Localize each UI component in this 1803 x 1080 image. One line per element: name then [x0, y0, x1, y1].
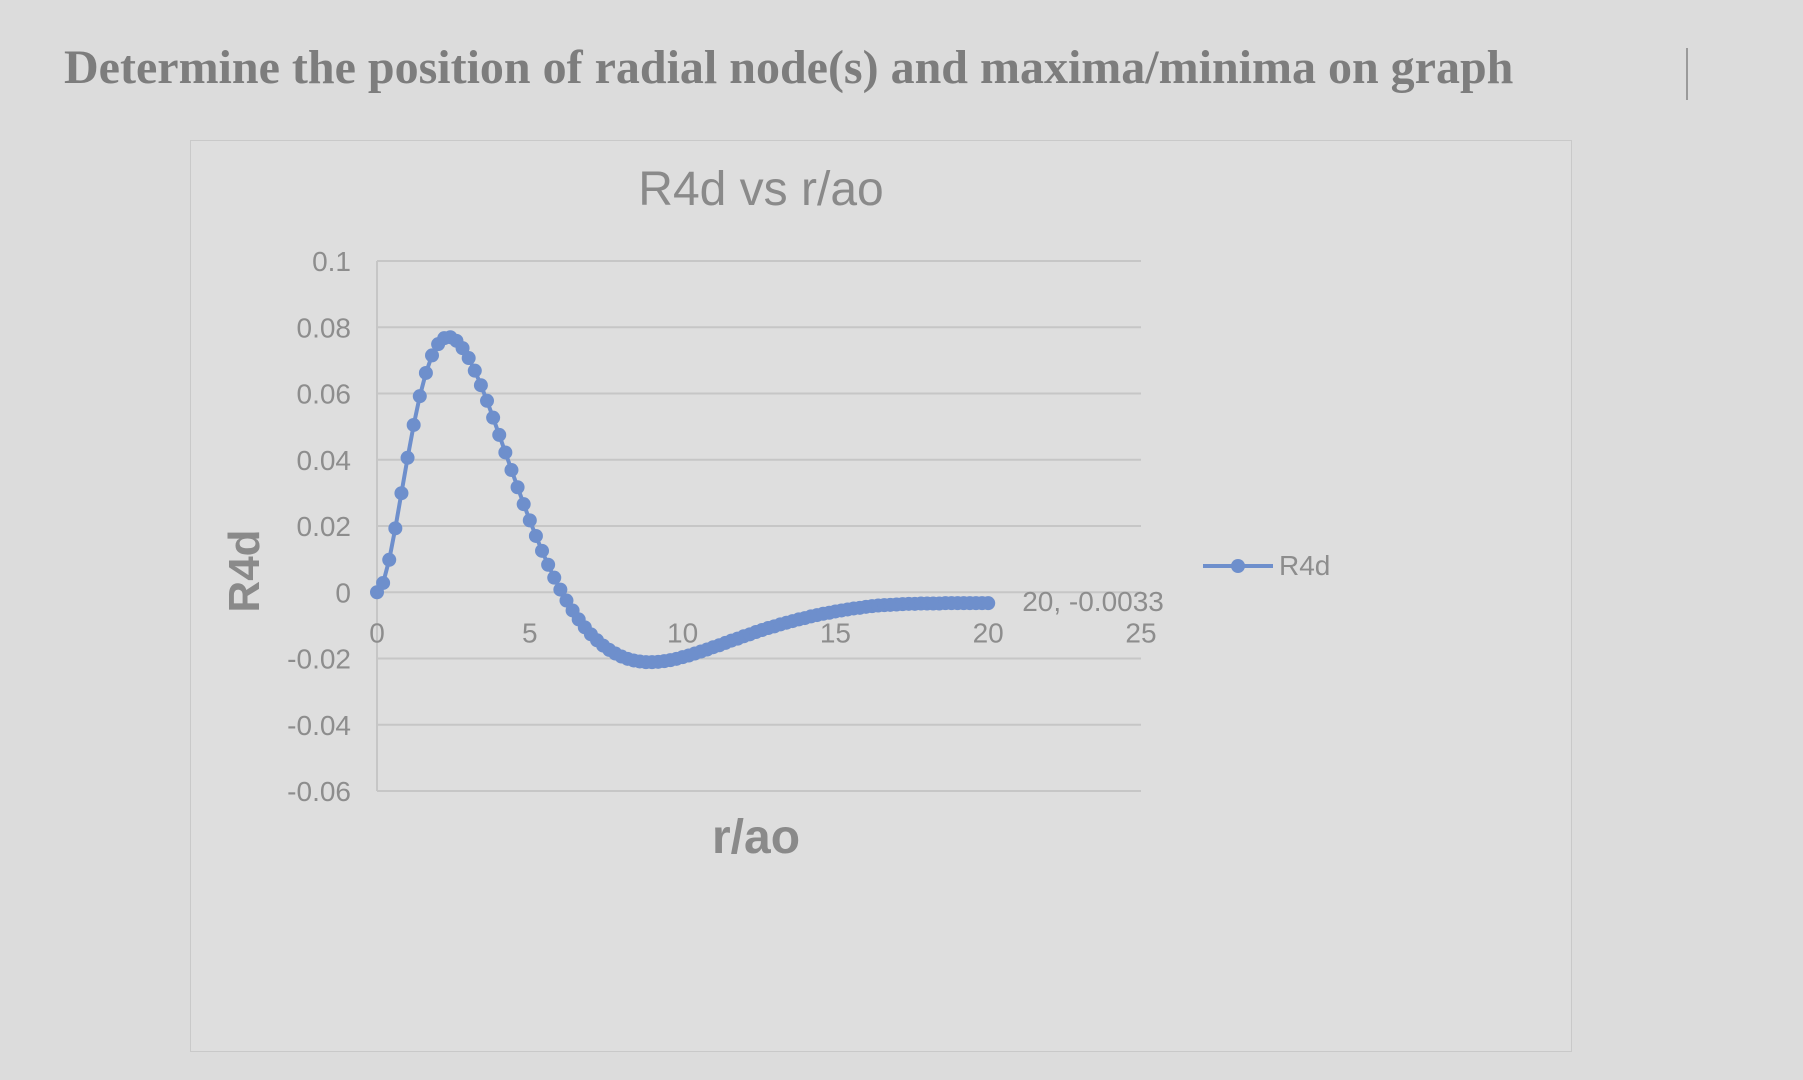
x-axis-title: r/ao — [712, 811, 800, 864]
legend-label: R4d — [1279, 550, 1330, 581]
data-point — [535, 543, 550, 558]
y-tick-labels: 0.1 0.08 0.06 0.04 0.02 0 -0.02 -0.04 -0.06 — [287, 246, 351, 807]
series-line — [375, 335, 989, 665]
question-text: Determine the position of radial node(s)… — [64, 41, 1514, 94]
data-point — [522, 513, 537, 528]
y-tick-label: -0.06 — [287, 776, 351, 807]
x-tick-label: 10 — [667, 617, 698, 648]
data-point — [516, 497, 531, 512]
data-point — [473, 378, 488, 393]
data-point — [486, 410, 501, 425]
y-tick-label: -0.04 — [287, 710, 351, 741]
data-label-endpoint: 20, -0.0033 — [1022, 586, 1164, 617]
data-point — [528, 528, 543, 543]
data-point — [461, 351, 476, 366]
y-tick-label: 0.04 — [297, 445, 352, 476]
data-point — [492, 427, 507, 442]
data-point — [418, 365, 433, 380]
x-tick-label: 5 — [522, 617, 538, 648]
x-tick-label: 25 — [1125, 617, 1156, 648]
data-point — [412, 389, 427, 404]
y-tick-label: 0.1 — [312, 246, 351, 277]
x-tick-labels: 0 5 10 15 20 25 — [369, 617, 1156, 648]
chart-svg: R4d vs r/ao 0.1 0.08 0.06 0.04 0.02 0 -0.02 -0.… — [220, 163, 1330, 864]
y-tick-label: 0.06 — [297, 379, 352, 410]
data-point — [406, 417, 421, 432]
x-tick-label: 15 — [820, 617, 851, 648]
data-point — [504, 463, 519, 478]
y-tick-label: 0.02 — [297, 511, 352, 542]
text-cursor — [1686, 48, 1688, 100]
legend[interactable]: R4d — [1203, 550, 1330, 581]
data-point — [553, 582, 568, 597]
data-point — [388, 521, 403, 536]
data-point — [425, 348, 440, 363]
y-tick-label: -0.02 — [287, 644, 351, 675]
data-point — [547, 570, 562, 585]
data-point — [467, 363, 482, 378]
data-point — [400, 450, 415, 465]
data-point — [541, 557, 556, 572]
data-point — [510, 480, 525, 495]
data-point — [498, 445, 513, 460]
y-tick-label: 0 — [335, 577, 351, 608]
y-tick-label: 0.08 — [297, 312, 352, 343]
data-point — [382, 552, 397, 567]
chart-area[interactable]: R4d vs r/ao 0.1 0.08 0.06 0.04 0.02 0 -0.02 -0.… — [190, 140, 1572, 1052]
data-point — [394, 486, 409, 501]
gridlines — [376, 260, 1141, 792]
series-r4d — [370, 330, 996, 670]
chart-title: R4d vs r/ao — [638, 163, 883, 216]
legend-marker — [1231, 559, 1245, 573]
x-tick-label: 0 — [369, 617, 385, 648]
y-axis-title: R4d — [220, 529, 269, 612]
data-point — [981, 596, 996, 611]
x-tick-label: 20 — [973, 617, 1004, 648]
data-point — [480, 393, 495, 408]
data-point — [376, 575, 391, 590]
